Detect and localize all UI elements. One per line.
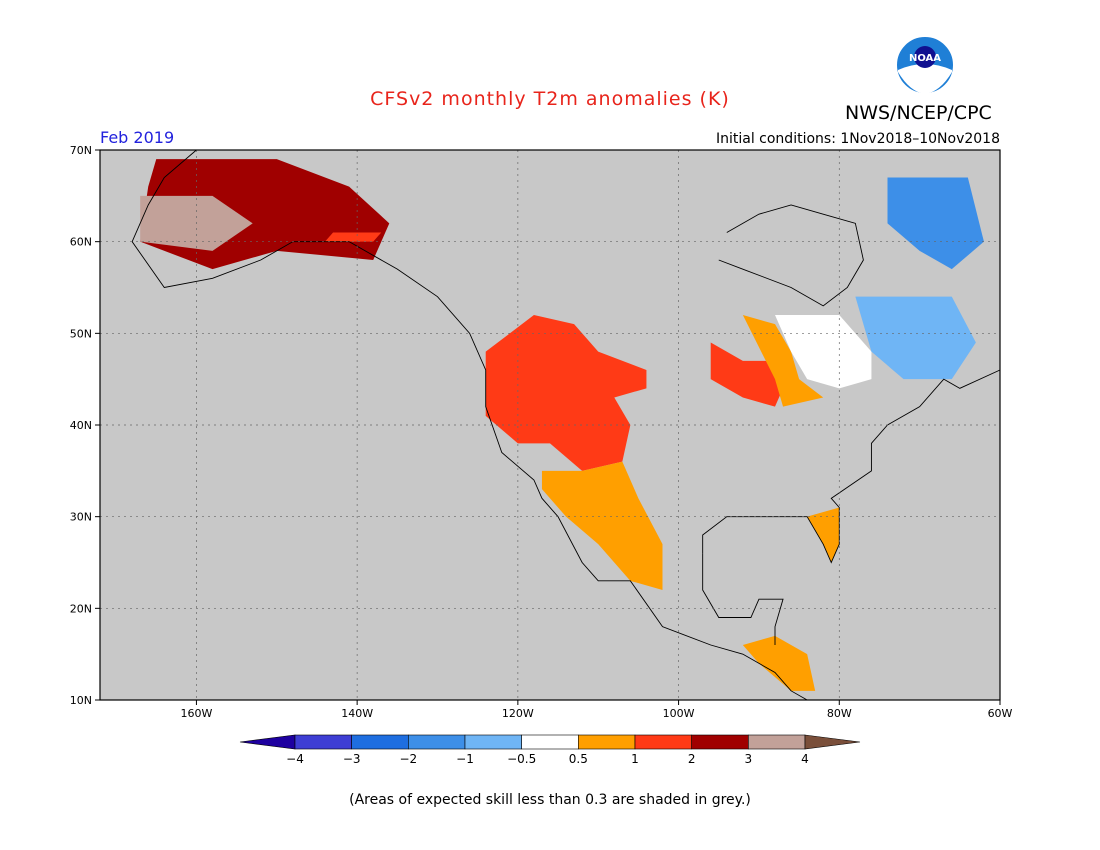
coastline-hudson-bay <box>718 204 864 307</box>
coastline-layer <box>131 149 1001 701</box>
colorbar-segment <box>408 734 466 750</box>
lat-tick-label: 20N <box>70 602 92 615</box>
anomaly-region-alaska-edge <box>325 232 382 242</box>
colorbar-label: 3 <box>745 752 753 766</box>
noaa-logo: NOAA <box>895 35 955 95</box>
colorbar-segment <box>634 734 692 750</box>
colorbar-segment <box>351 734 409 750</box>
colorbar-label: 0.5 <box>569 752 588 766</box>
anomaly-region-upper-midwest <box>710 342 784 407</box>
colorbar-label: 2 <box>688 752 696 766</box>
anomaly-region-great-lakes-edge <box>742 315 824 407</box>
lon-tick-label: 160W <box>180 707 212 720</box>
forecast-month: Feb 2019 <box>100 128 175 147</box>
coastline-gulf-coast <box>702 369 1001 564</box>
map-axes: 70N 60N 50N 40N 30N 20N 10N 160W 140W 120W 100W 80W… <box>70 144 1013 720</box>
anomaly-region-central-america-warm <box>742 635 816 691</box>
colorbar-low-arrow <box>239 734 296 750</box>
lat-tick-label: 10N <box>70 694 92 707</box>
map-title: CFSv2 monthly T2m anomalies (K) <box>370 88 730 110</box>
colorbar-segment <box>464 734 522 750</box>
colorbar-label: −0.5 <box>507 752 536 766</box>
lon-tick-label: 100W <box>663 707 695 720</box>
anomaly-layer <box>140 159 984 691</box>
anomaly-region-quebec-cold <box>855 296 976 380</box>
anomaly-region-florida-warm <box>807 507 840 563</box>
colorbar-label: −2 <box>399 752 417 766</box>
lat-tick-label: 40N <box>70 419 92 432</box>
noaa-logo-text: NOAA <box>909 53 941 64</box>
lon-tick-label: 60W <box>988 707 1013 720</box>
colorbar-label: 1 <box>631 752 639 766</box>
agency-label: NWS/NCEP/CPC <box>845 102 992 124</box>
skill-footnote: (Areas of expected skill less than 0.3 a… <box>349 792 751 808</box>
initial-conditions: Initial conditions: 1Nov2018–10Nov2018 <box>715 131 1000 147</box>
colorbar-segment <box>691 734 749 750</box>
colorbar-label: 4 <box>801 752 809 766</box>
coastline-west-coast <box>348 241 808 701</box>
lat-tick-label: 60N <box>70 236 92 249</box>
lat-lon-grid <box>100 150 1000 700</box>
lon-tick-label: 80W <box>827 707 852 720</box>
colorbar-segment <box>521 734 579 750</box>
lon-tick-label: 120W <box>502 707 534 720</box>
colorbar-segment <box>294 734 352 750</box>
colorbar-segment <box>578 734 636 750</box>
anomaly-region-labrador-cold <box>887 177 984 270</box>
anomaly-region-ontario-neutral <box>775 315 872 389</box>
lat-tick-label: 50N <box>70 327 92 340</box>
colorbar-high-arrow <box>804 734 861 750</box>
anomaly-region-southwest-warm <box>541 461 663 590</box>
colorbar-label: −4 <box>286 752 304 766</box>
colorbar-segment <box>748 734 806 750</box>
coastline-alaska-coast <box>131 149 350 288</box>
colorbar-label: −1 <box>456 752 474 766</box>
lat-tick-label: 70N <box>70 144 92 157</box>
lat-tick-label: 30N <box>70 511 92 524</box>
anomaly-region-pacific-northwest-west <box>485 315 647 471</box>
lon-tick-label: 140W <box>341 707 373 720</box>
colorbar: −4 −3 −2 −1 −0.5 0.5 1 2 3 4 <box>239 734 861 766</box>
colorbar-label: −3 <box>343 752 361 766</box>
plot-area <box>99 149 1001 701</box>
